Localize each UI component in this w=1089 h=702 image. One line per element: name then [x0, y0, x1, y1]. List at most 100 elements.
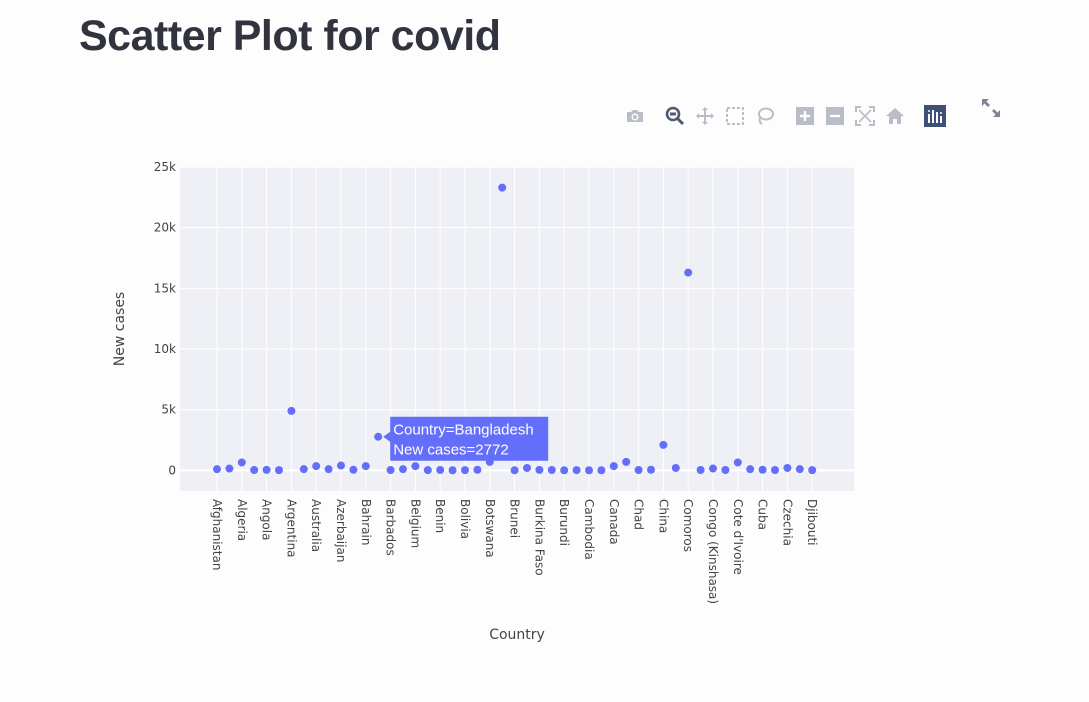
scatter-point[interactable] [510, 466, 519, 475]
pan-icon[interactable] [692, 102, 718, 130]
scatter-point[interactable] [411, 462, 420, 471]
x-tick-label: Burkina Faso [532, 499, 546, 576]
scatter-point[interactable] [275, 466, 283, 475]
scatter-point[interactable] [609, 462, 618, 471]
y-tick-label: 0 [168, 463, 176, 477]
scatter-point[interactable] [299, 465, 308, 474]
scatter-point[interactable] [262, 465, 271, 474]
scatter-point[interactable] [572, 466, 581, 475]
scatter-point[interactable] [312, 462, 321, 471]
x-tick-label: Azerbaijan [334, 499, 348, 562]
x-tick-label: Barbados [384, 499, 398, 556]
x-tick-label: Djibouti [805, 499, 819, 546]
scatter-point[interactable] [721, 466, 730, 475]
y-tick-label: 25k [154, 160, 176, 174]
scatter-point[interactable] [684, 268, 693, 277]
x-tick-label: Benin [433, 499, 447, 533]
zoom-in-icon[interactable] [792, 102, 818, 130]
y-tick-label: 5k [161, 403, 176, 417]
scatter-point[interactable] [758, 465, 767, 474]
scatter-point[interactable] [547, 466, 556, 475]
x-tick-label: Cuba [756, 499, 770, 530]
x-tick-label: Czechia [780, 499, 794, 546]
y-tick-label: 15k [154, 281, 176, 295]
x-tick-label: Australia [309, 499, 323, 552]
scatter-point[interactable] [225, 464, 234, 473]
hover-tooltip: Country=Bangladesh New cases=2772 [383, 416, 549, 461]
y-axis-title: New cases [112, 292, 128, 366]
x-tick-label: Cote d'Ivoire [731, 499, 745, 575]
zoom-out-icon[interactable] [822, 102, 848, 130]
scatter-point[interactable] [386, 466, 395, 475]
scatter-point[interactable] [237, 458, 246, 467]
scatter-point[interactable] [399, 465, 407, 474]
scatter-point[interactable] [560, 466, 569, 475]
scatter-point[interactable] [585, 466, 593, 475]
x-axis-title: Country [489, 627, 545, 643]
reset-axes-icon[interactable] [882, 102, 908, 130]
lasso-select-icon[interactable] [752, 102, 778, 130]
scatter-point[interactable] [337, 461, 345, 470]
zoom-icon[interactable] [662, 102, 688, 130]
scatter-point[interactable] [461, 466, 469, 475]
hover-value-label: New cases=2772 [393, 442, 509, 459]
x-tick-label: Chad [632, 499, 646, 530]
box-select-icon[interactable] [722, 102, 748, 130]
scatter-point[interactable] [733, 458, 742, 467]
scatter-point[interactable] [808, 466, 817, 475]
x-tick-label: Burundi [557, 499, 571, 546]
y-tick-label: 10k [154, 342, 176, 356]
y-tick-label: 20k [154, 221, 176, 235]
scatter-points[interactable] [213, 183, 817, 475]
x-tick-label: Bahrain [359, 499, 373, 545]
page-title: Scatter Plot for covid [79, 12, 501, 60]
scatter-point[interactable] [287, 406, 296, 415]
y-tick-labels: 0 5k 10k 15k 20k 25k [154, 160, 176, 477]
scatter-point[interactable] [498, 183, 507, 192]
x-tick-label: Belgium [408, 499, 422, 548]
scatter-point[interactable] [671, 463, 680, 472]
x-tick-labels: Afghanistan Algeria Angola Argentina Austral… [210, 499, 819, 604]
scatter-point[interactable] [361, 462, 370, 471]
scatter-point[interactable] [647, 465, 655, 474]
scatter-point[interactable] [436, 466, 445, 475]
x-tick-label: Angola [260, 499, 274, 540]
scatter-point[interactable] [709, 464, 717, 473]
x-tick-label: Argentina [284, 499, 298, 558]
x-tick-label: Bolivia [458, 499, 472, 539]
x-tick-label: Afghanistan [210, 499, 224, 570]
x-tick-label: Canada [607, 499, 621, 545]
scatter-point[interactable] [771, 466, 779, 475]
scatter-point[interactable] [746, 465, 755, 474]
scatter-point[interactable] [535, 465, 544, 474]
camera-icon[interactable] [622, 102, 648, 130]
x-tick-label: Comoros [681, 499, 695, 552]
scatter-point[interactable] [349, 465, 358, 474]
scatter-point[interactable] [597, 466, 606, 475]
fullscreen-icon[interactable] [980, 97, 1008, 125]
scatter-point[interactable] [659, 440, 668, 449]
x-tick-label: Algeria [235, 499, 249, 541]
modebar [622, 102, 962, 130]
scatter-point[interactable] [213, 465, 221, 474]
scatter-point[interactable] [696, 466, 705, 475]
scatter-point[interactable] [783, 463, 792, 472]
plotly-logo-icon[interactable] [922, 102, 948, 130]
scatter-point[interactable] [473, 465, 482, 474]
scatter-point[interactable] [324, 465, 333, 474]
scatter-point[interactable] [250, 466, 259, 475]
scatter-point[interactable] [374, 432, 383, 441]
scatter-point[interactable] [795, 465, 804, 474]
autoscale-icon[interactable] [852, 102, 878, 130]
hover-country-label: Country=Bangladesh [393, 422, 534, 439]
scatter-point[interactable] [622, 457, 631, 466]
hover-box [383, 416, 549, 461]
x-tick-label: Cambodia [582, 499, 596, 560]
scatter-point[interactable] [523, 463, 531, 472]
scatter-point[interactable] [423, 466, 432, 475]
scatter-point[interactable] [448, 466, 457, 475]
x-tick-label: Congo (Kinshasa) [706, 499, 720, 604]
scatter-point[interactable] [634, 466, 643, 475]
x-tick-label: Botswana [483, 499, 497, 558]
